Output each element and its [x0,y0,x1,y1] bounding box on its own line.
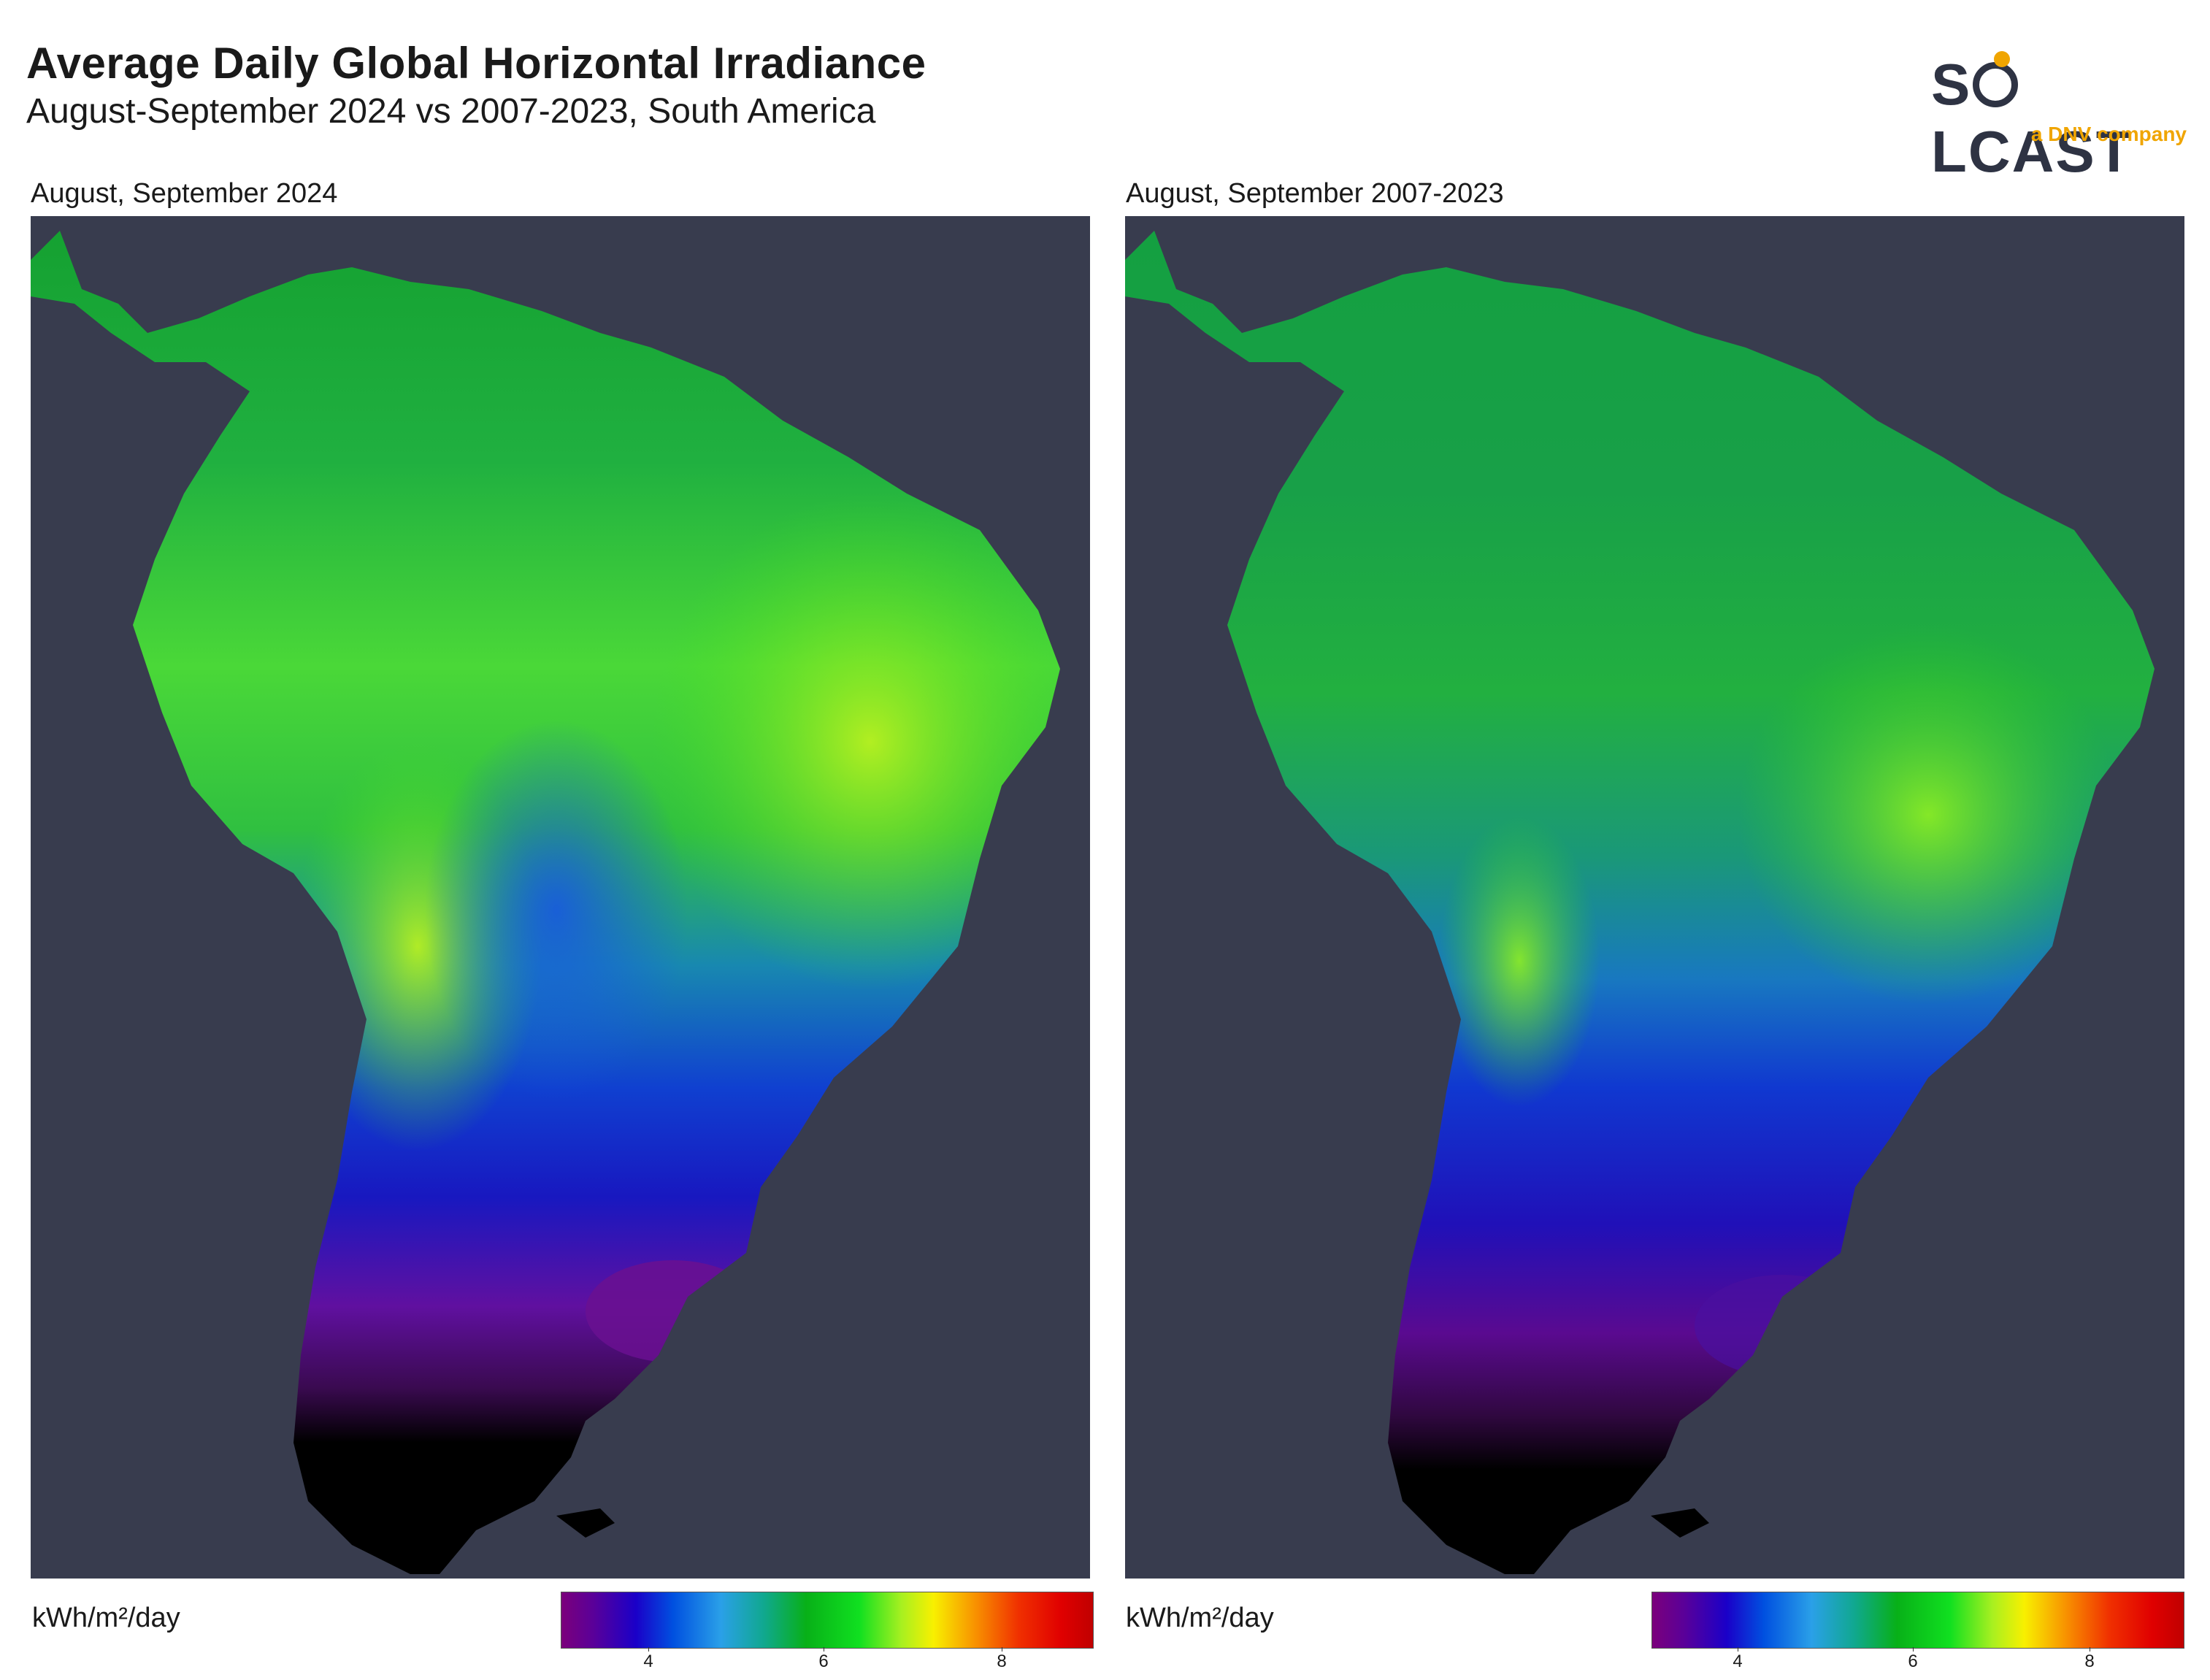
map-2007-2023 [1125,216,2184,1579]
colorbar-left-tick-6: 6 [818,1652,829,1671]
panel-label-2007-2023: August, September 2007-2023 [1126,178,1504,209]
panel-label-2024: August, September 2024 [31,178,338,209]
falkland-islands [1651,1508,1709,1538]
colorbar-right-tick-6: 6 [1908,1652,1918,1671]
solcast-logo: S LCAST a DNV company [1931,51,2187,184]
map-2024 [31,216,1090,1579]
colorbar-left [561,1592,1094,1649]
colorbar-left-tick-4: 4 [643,1652,653,1671]
chart-subtitle: August-September 2024 vs 2007-2023, Sout… [26,92,876,131]
chart-title: Average Daily Global Horizontal Irradian… [26,39,926,88]
colorbar-right-tick-8: 8 [2084,1652,2095,1671]
sun-icon [1973,51,2019,107]
colorbar-right-tick-4: 4 [1733,1652,1743,1671]
logo-wordmark: S LCAST [1931,51,2133,184]
colorbar-left-tick-8: 8 [997,1652,1007,1671]
colorbar-right [1651,1592,2184,1649]
unit-label-right: kWh/m²/day [1126,1603,1274,1633]
unit-label-left: kWh/m²/day [32,1603,180,1633]
falkland-islands [556,1508,615,1538]
logo-tagline: a DNV company [2030,123,2187,145]
